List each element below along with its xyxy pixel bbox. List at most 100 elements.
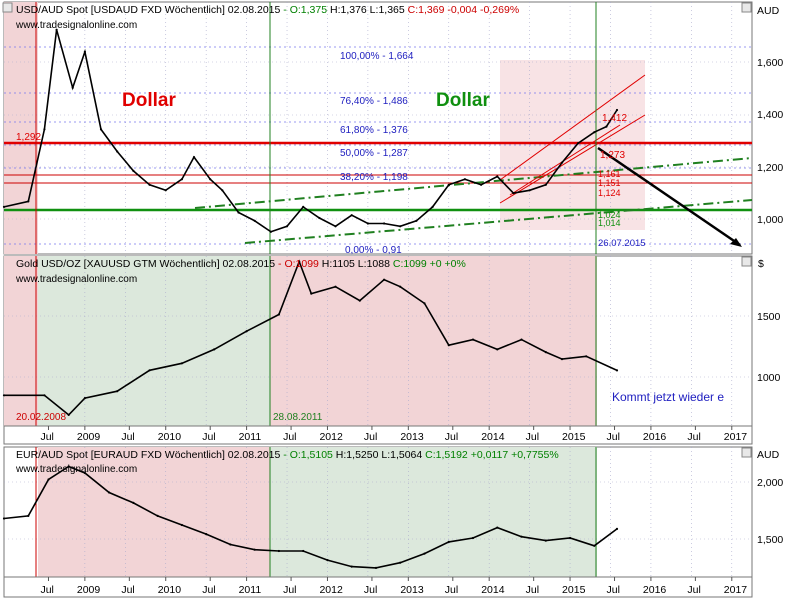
level-label-small: 1,161: [598, 169, 621, 179]
data-point: [447, 344, 450, 347]
data-point: [463, 178, 466, 181]
note-kommt-jetzt: Kommt jetzt wieder e: [612, 390, 724, 404]
x-tick-label: 2012: [319, 431, 343, 443]
header-value: C:1099: [390, 258, 427, 270]
data-point: [83, 471, 86, 475]
data-point: [399, 285, 402, 288]
data-point: [27, 514, 30, 518]
x-tick-label: 2013: [400, 431, 424, 443]
data-point: [27, 200, 30, 203]
x-tick-label: Jul: [526, 584, 539, 596]
data-point: [71, 86, 74, 89]
data-point: [415, 219, 418, 222]
x-tick-label: Jul: [40, 431, 53, 443]
data-point: [560, 358, 564, 361]
data-point: [310, 292, 313, 295]
data-point: [431, 205, 434, 208]
data-point: [399, 561, 402, 564]
data-point: [164, 189, 167, 192]
data-point: [132, 501, 135, 504]
y-tick-label: 1000: [757, 372, 781, 384]
data-point: [350, 214, 353, 217]
x-tick-label: 2014: [481, 584, 505, 596]
data-point: [245, 330, 248, 333]
x-axis-bottom: Jul 2009 Jul 2010 Jul 2011 Jul 2012 Jul 2013 Jul 20…: [40, 577, 747, 596]
shade-red-2015: [500, 60, 645, 230]
shade-red-2008-2011-eur: [38, 447, 270, 577]
header-value: +0: [427, 258, 442, 270]
data-point: [480, 183, 483, 186]
header-value: C:1,369: [405, 4, 445, 16]
scroll-up-button-3[interactable]: [741, 447, 752, 458]
shade-red-2011-2015: [270, 256, 597, 426]
data-point: [209, 178, 212, 181]
data-point: [605, 125, 608, 128]
data-point: [2, 517, 6, 520]
data-point: [593, 544, 596, 547]
x-axis-middle: Jul 2009 Jul 2010 Jul 2011 Jul 2012 Jul 2013 Jul 20…: [40, 426, 747, 443]
data-point: [302, 205, 305, 208]
level-label-small: 1,024: [598, 210, 621, 220]
x-tick-label: Jul: [202, 431, 215, 443]
panel-gold: [2, 255, 753, 427]
label-dollar-right: Dollar: [436, 90, 490, 111]
data-point: [205, 533, 208, 536]
scroll-down-button-1[interactable]: [741, 2, 752, 13]
data-point: [496, 526, 499, 529]
y-tick-label: 1,200: [757, 162, 783, 174]
data-point: [180, 523, 183, 527]
data-point: [192, 156, 196, 159]
data-point: [302, 549, 305, 553]
level-label-small: 1,124: [598, 188, 621, 198]
data-point: [277, 313, 280, 316]
y-tick-label: 2,000: [757, 477, 783, 489]
y-tick-label: 1,400: [757, 109, 783, 121]
header-value: +0%: [442, 258, 466, 270]
data-point: [180, 362, 183, 365]
data-point: [43, 394, 46, 397]
header-value: H:1105: [319, 258, 355, 270]
data-point: [374, 566, 378, 570]
shade-green-2008-2011: [38, 256, 270, 426]
header-value: -0,004: [444, 4, 477, 16]
data-point: [520, 338, 523, 341]
data-point: [447, 540, 450, 544]
data-point: [615, 369, 619, 372]
x-tick-label: 2009: [77, 584, 101, 596]
panel-euraud: [2, 446, 753, 578]
level-label-small: 1,151: [598, 178, 621, 188]
x-tick-label: 2017: [724, 431, 748, 443]
header-value: H:1,376: [327, 4, 367, 16]
data-point: [213, 348, 216, 351]
data-point: [399, 225, 402, 228]
data-point: [350, 565, 353, 568]
x-tick-label: Jul: [121, 431, 134, 443]
y-tick-label: 1,500: [757, 534, 783, 546]
data-point: [285, 225, 289, 228]
data-point: [560, 161, 564, 164]
shade-red-2008-gold: [4, 256, 38, 426]
data-point: [269, 230, 272, 233]
data-point: [423, 552, 426, 555]
data-point: [83, 50, 86, 53]
data-point: [366, 222, 369, 225]
data-point: [383, 222, 386, 225]
y-tick-label: 1,000: [757, 214, 783, 226]
data-point: [148, 369, 151, 372]
x-tick-label: 2010: [158, 431, 182, 443]
data-point: [496, 348, 499, 351]
x-tick-label: Jul: [687, 431, 700, 443]
scroll-up-button-1[interactable]: [2, 2, 13, 13]
scroll-up-button-2[interactable]: [741, 256, 752, 267]
data-point: [577, 142, 580, 145]
data-point: [496, 175, 499, 178]
panel3-header: EUR/AUD Spot [EURAUD FXD Wöchentlich] 02…: [16, 449, 559, 461]
x-tick-label: Jul: [607, 431, 620, 443]
data-point: [237, 211, 240, 214]
data-point: [326, 559, 329, 562]
x-tick-label: 2017: [724, 584, 748, 596]
x-tick-label: 2016: [643, 431, 667, 443]
data-point: [132, 169, 135, 172]
x-tick-label: Jul: [121, 584, 134, 596]
date-label-2011: 28.08.2011: [273, 412, 323, 423]
